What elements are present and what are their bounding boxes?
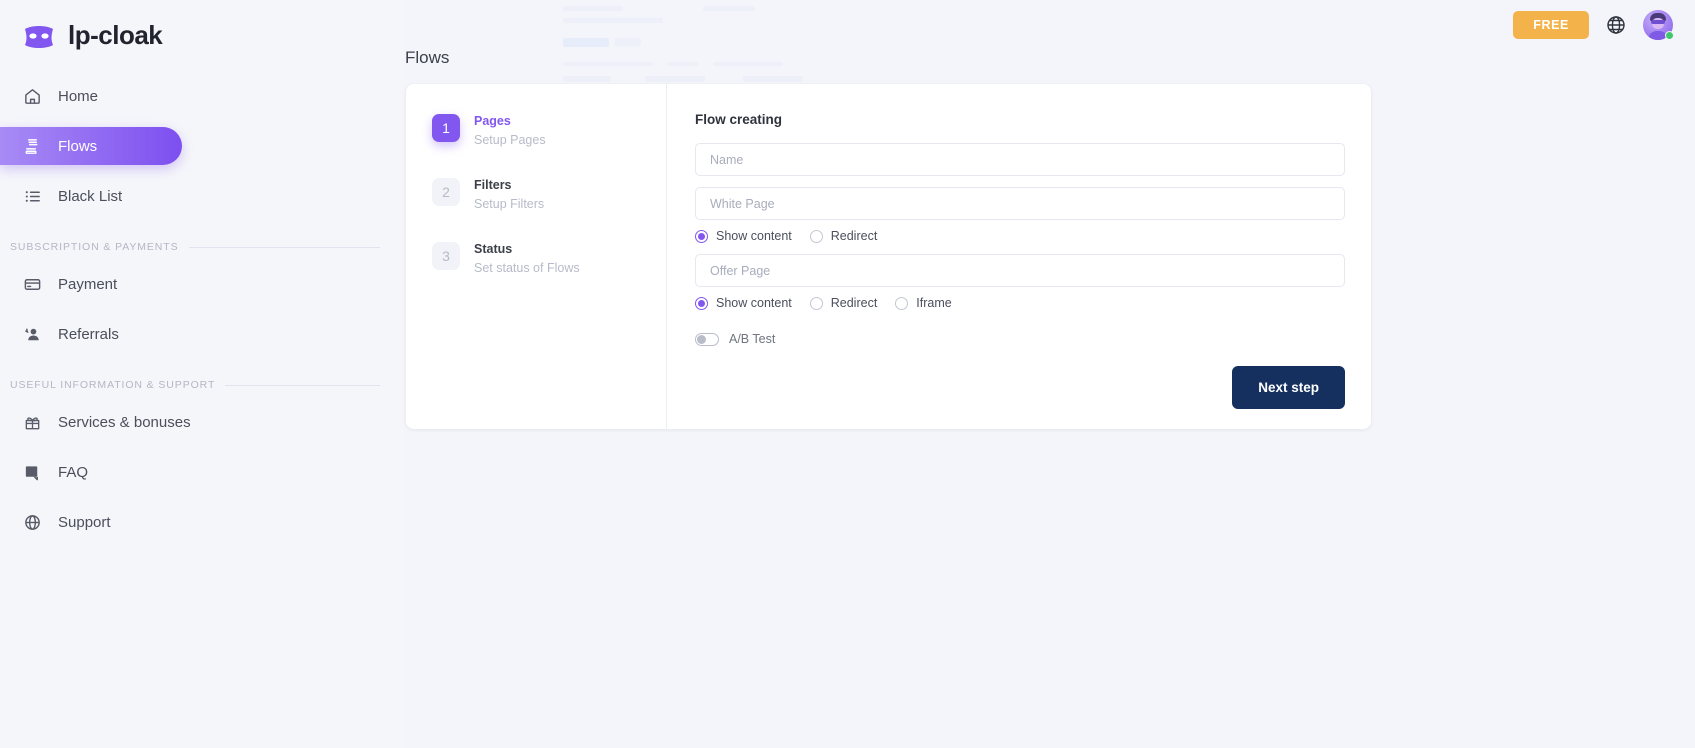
gift-icon — [22, 412, 42, 432]
faq-icon: ?! — [22, 462, 42, 482]
avatar[interactable] — [1643, 10, 1674, 40]
radio-label: Show content — [716, 229, 792, 243]
step-title: Pages — [474, 114, 511, 128]
radio-dot — [695, 296, 708, 310]
avatar-hair — [1650, 13, 1666, 21]
status-badge — [1665, 31, 1674, 40]
name-input[interactable] — [695, 143, 1345, 176]
radio-dot — [895, 296, 909, 310]
step-subtitle: Set status of Flows — [474, 260, 580, 275]
sidebar-item-label: Flows — [58, 137, 98, 155]
brand-name: lp-cloak — [68, 20, 163, 50]
step-number: 3 — [432, 241, 460, 270]
page-title: Flows — [405, 48, 450, 67]
flow-creating-form: Flow creating Show content Redirect — [667, 84, 1371, 429]
sidebar-item-label: Black List — [58, 187, 123, 205]
wizard-step-pages[interactable]: 1 Pages Setup Pages — [432, 112, 666, 149]
wizard-step-filters[interactable]: 2 Filters Setup Filters — [432, 176, 666, 213]
sidebar-item-flows[interactable]: Flows — [0, 127, 182, 165]
radio-label: Redirect — [830, 296, 878, 310]
avatar-body — [1648, 31, 1668, 40]
avatar-mask — [1651, 20, 1665, 24]
step-number: 2 — [432, 177, 460, 206]
step-title: Filters — [474, 177, 512, 192]
sidebar-item-label: Support — [58, 513, 111, 531]
sidebar-item-label: Referrals — [58, 325, 119, 343]
sidebar-item-label: Services & bonuses — [58, 413, 191, 431]
sidebar-item-faq[interactable]: ?! FAQ — [0, 453, 404, 491]
svg-text:?!: ?! — [28, 468, 34, 476]
ab-test-toggle[interactable] — [695, 332, 719, 346]
radio-dot — [695, 229, 708, 243]
section-header-payments: SUBSCRIPTION & PAYMENTS — [0, 241, 404, 253]
form-title: Flow creating — [695, 112, 783, 127]
layers-icon — [22, 136, 42, 156]
plan-badge[interactable]: FREE — [1513, 11, 1589, 39]
offer-page-show-content-radio[interactable]: Show content — [695, 296, 792, 310]
sidebar-item-black-list[interactable]: Black List — [0, 177, 404, 215]
radio-dot — [809, 296, 823, 310]
step-subtitle: Setup Filters — [474, 196, 545, 211]
sidebar-item-services-bonuses[interactable]: Services & bonuses — [0, 403, 404, 441]
globe-icon[interactable] — [1605, 14, 1627, 36]
mask-icon — [22, 23, 56, 49]
step-title: Status — [474, 241, 513, 256]
radio-dot — [809, 229, 823, 243]
sidebar-item-payment[interactable]: Payment — [0, 265, 404, 303]
step-subtitle: Setup Pages — [474, 132, 546, 147]
divider — [225, 384, 380, 386]
brand-logo[interactable]: lp-cloak — [0, 0, 404, 51]
top-bar: FREE — [1513, 0, 1674, 50]
radio-label: Redirect — [830, 229, 878, 243]
home-icon — [22, 86, 42, 106]
sidebar-item-label: Home — [58, 87, 99, 105]
sidebar: lp-cloak Home — [0, 0, 404, 748]
white-page-mode-group: Show content Redirect — [695, 229, 1345, 243]
section-header-support-label: USEFUL INFORMATION & SUPPORT — [10, 379, 216, 391]
primary-nav: Home Flows — [0, 77, 404, 541]
section-header-payments-label: SUBSCRIPTION & PAYMENTS — [10, 241, 179, 253]
next-step-button[interactable]: Next step — [1232, 366, 1345, 409]
sidebar-item-support[interactable]: Support — [0, 503, 404, 541]
sidebar-item-label: Payment — [58, 275, 118, 293]
toggle-knob — [697, 334, 706, 344]
offer-page-redirect-radio[interactable]: Redirect — [809, 296, 878, 310]
sidebar-item-home[interactable]: Home — [0, 77, 404, 115]
sidebar-item-label: FAQ — [58, 463, 89, 481]
offer-page-iframe-radio[interactable]: Iframe — [895, 296, 952, 310]
sidebar-item-referrals[interactable]: Referrals — [0, 315, 404, 353]
flow-wizard-card: 1 Pages Setup Pages 2 Filters Setup Filt… — [406, 84, 1371, 429]
list-icon — [22, 186, 42, 206]
radio-label: Iframe — [916, 296, 952, 310]
wizard-step-status[interactable]: 3 Status Set status of Flows — [432, 240, 666, 277]
divider — [188, 246, 380, 248]
ab-test-row: A/B Test — [695, 332, 1345, 346]
wizard-steps: 1 Pages Setup Pages 2 Filters Setup Filt… — [406, 84, 667, 429]
radio-label: Show content — [716, 296, 792, 310]
section-header-support: USEFUL INFORMATION & SUPPORT — [0, 379, 404, 391]
white-page-redirect-radio[interactable]: Redirect — [809, 229, 878, 243]
globe-support-icon — [22, 512, 42, 532]
ab-test-label: A/B Test — [729, 332, 776, 346]
user-plus-icon — [22, 324, 42, 344]
offer-page-input[interactable] — [695, 254, 1345, 287]
white-page-input[interactable] — [695, 187, 1345, 220]
step-number: 1 — [432, 114, 460, 142]
white-page-show-content-radio[interactable]: Show content — [695, 229, 792, 243]
credit-card-icon — [22, 274, 42, 294]
offer-page-mode-group: Show content Redirect Iframe — [695, 296, 1345, 310]
